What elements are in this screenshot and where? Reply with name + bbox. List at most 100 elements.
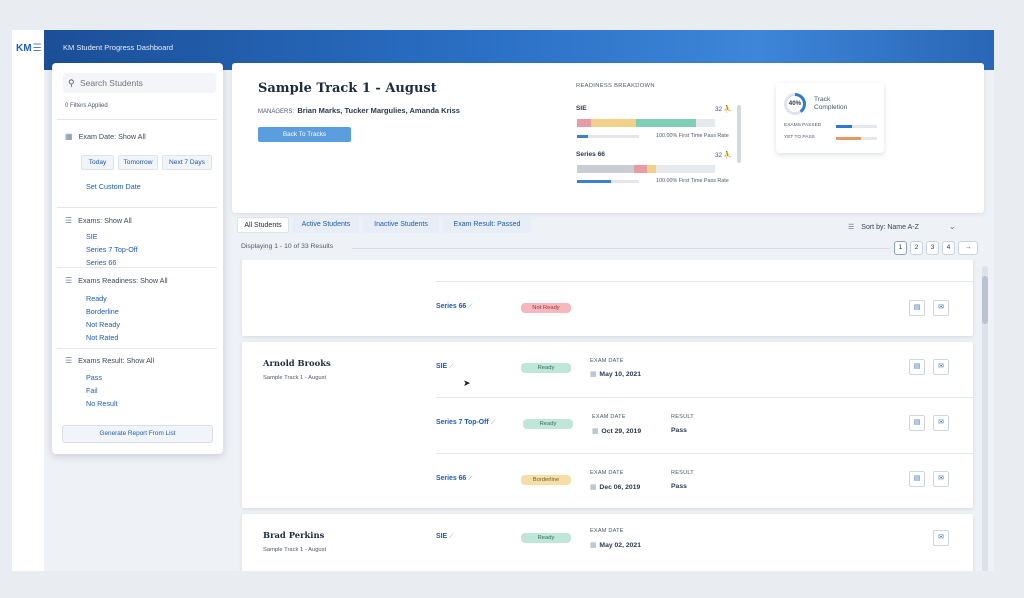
filter-option-no-result[interactable]: No Result [86,399,118,408]
calendar-icon: ▦ [590,484,597,491]
calendar-icon: ▦ [592,428,599,435]
filter-icon: ☰ [65,356,73,365]
filters-applied: 0 Filters Applied [65,103,108,109]
mouse-cursor: ➤ [463,378,471,388]
exam-link[interactable]: SIE ⟋ [436,533,454,540]
exam-date: ▦ Oct 29, 2019 [592,428,642,435]
readiness-count[interactable]: 32 ⛹ [715,152,732,159]
filter-option-series-7[interactable]: Series 7 Top-Off [86,245,138,254]
search-icon: ⚲ [68,78,75,88]
message-icon[interactable]: ✉ [933,300,949,316]
readiness-count[interactable]: 32 ⛹ [715,106,732,113]
filter-option-not-rated[interactable]: Not Rated [86,333,119,342]
chevron-down-icon: ⌄ [948,222,956,231]
yet-to-pass-label: YET TO PASS [784,135,815,140]
report-icon[interactable]: ▤ [909,359,925,375]
track-header-card: Sample Track 1 - August MANAGERS: Brian … [232,63,984,213]
chip-today[interactable]: Today [81,155,114,170]
status-badge: Borderline [521,475,571,485]
message-icon[interactable]: ✉ [933,530,949,546]
exam-date-label: EXAM DATE [592,414,626,420]
student-card: Brad Perkins Sample Track 1 - August SIE… [242,514,973,571]
page-1-button[interactable]: 1 [894,241,907,255]
readiness-exam-name: Series 66 [576,151,605,158]
divider [352,248,890,249]
readiness-bar-series-66 [577,165,715,173]
exam-date: ▦ Dec 06, 2019 [590,484,641,491]
trend-icon: ⟋ [449,534,454,540]
tab-exam-result-passed[interactable]: Exam Result: Passed [443,217,531,233]
filter-result[interactable]: ☰ Exams Result: Show All [65,356,155,365]
filter-exam-date[interactable]: ▦ Exam Date: Show All [65,132,146,141]
student-card: Series 66 ⟋ Not Ready ▤ ✉ [242,260,973,336]
filter-group-exam-date: ▦ Exam Date: Show All Today Tomorrow Next… [57,119,217,207]
filter-option-sie[interactable]: SIE [86,232,98,241]
readiness-mini-bar-series-66 [577,180,639,183]
report-icon[interactable]: ▤ [909,471,925,487]
message-icon[interactable]: ✉ [933,359,949,375]
page-2-button[interactable]: 2 [910,241,923,255]
pass-rate: 100.00% First Time Pass Rate [656,178,729,184]
calendar-icon: ▦ [65,132,73,141]
search-input[interactable] [80,76,210,90]
exam-link[interactable]: SIE ⟋ [436,363,454,370]
scrollbar-thumb[interactable] [982,276,988,324]
hamburger-icon[interactable]: ☰ [32,43,42,54]
exam-date-label: EXAM DATE [590,528,624,534]
tab-inactive-students[interactable]: Inactive Students [363,217,439,233]
tab-active-students[interactable]: Active Students [293,217,359,233]
app-window: KM☰ KM Student Progress Dashboard ⚲ 0 Fi… [12,30,994,571]
filter-option-not-ready[interactable]: Not Ready [86,320,120,329]
back-to-tracks-button[interactable]: Back To Tracks [258,127,351,142]
chip-next-7-days[interactable]: Next 7 Days [162,155,212,170]
trend-icon: ⟋ [468,476,473,482]
generate-report-button[interactable]: Generate Report From List [62,425,213,443]
message-icon[interactable]: ✉ [933,415,949,431]
page-4-button[interactable]: 4 [942,241,955,255]
student-track: Sample Track 1 - August [263,375,327,381]
student-name[interactable]: Arnold Brooks [263,358,331,368]
exam-link[interactable]: Series 66 ⟋ [436,303,473,310]
readiness-mini-bar-sie [577,135,639,138]
report-icon[interactable]: ▤ [909,415,925,431]
next-page-button[interactable]: → [958,241,978,255]
chip-tomorrow[interactable]: Tomorrow [118,155,158,170]
calendar-icon: ▦ [590,371,597,378]
filter-icon: ☰ [65,276,73,285]
filter-group-readiness: ☰ Exams Readiness: Show All Ready Borderl… [57,267,217,347]
sort-dropdown[interactable]: ☰ Sort by: Name A-Z ⌄ [848,222,956,231]
filter-icon: ☰ [65,216,73,225]
filter-option-fail[interactable]: Fail [86,386,98,395]
set-custom-date-link[interactable]: Set Custom Date [86,182,141,191]
readiness-segment [655,165,715,173]
filter-option-pass[interactable]: Pass [86,373,102,382]
report-icon[interactable]: ▤ [909,300,925,316]
filter-option-ready[interactable]: Ready [86,294,107,303]
trend-icon: ⟋ [449,364,454,370]
exam-date: ▦ May 10, 2021 [590,371,641,378]
result-label: RESULT [671,414,694,420]
readiness-scrollbar[interactable] [737,105,741,163]
exams-passed-label: EXAMS PASSED [784,123,822,128]
list-scrollbar[interactable] [982,266,988,571]
users-icon: ⛹ [723,152,732,159]
exam-link[interactable]: Series 7 Top-Off ⟋ [436,419,495,426]
filter-group-exams: ☰ Exams: Show All SIE Series 7 Top-Off Se… [57,207,217,267]
readiness-segment [636,119,696,127]
page-3-button[interactable]: 3 [926,241,939,255]
track-completion-card: 40% Track Completion EXAMS PASSED YET TO… [776,83,884,153]
completion-ring: 40% [784,93,806,115]
message-icon[interactable]: ✉ [933,471,949,487]
student-list: Series 66 ⟋ Not Ready ▤ ✉ Arnold Brooks S… [232,260,990,571]
status-badge: Ready [521,533,571,543]
filter-readiness[interactable]: ☰ Exams Readiness: Show All [65,276,168,285]
results-count: Displaying 1 - 10 of 33 Results [241,243,334,250]
filter-exams[interactable]: ☰ Exams: Show All [65,216,132,225]
tab-all-students[interactable]: All Students [237,217,289,233]
km-logo[interactable]: KM☰ [16,43,42,54]
filter-option-borderline[interactable]: Borderline [86,307,119,316]
search-box: ⚲ [63,73,216,93]
exam-link[interactable]: Series 66 ⟋ [436,475,473,482]
student-name[interactable]: Brad Perkins [263,530,325,540]
filter-option-series-66[interactable]: Series 66 [86,258,117,267]
